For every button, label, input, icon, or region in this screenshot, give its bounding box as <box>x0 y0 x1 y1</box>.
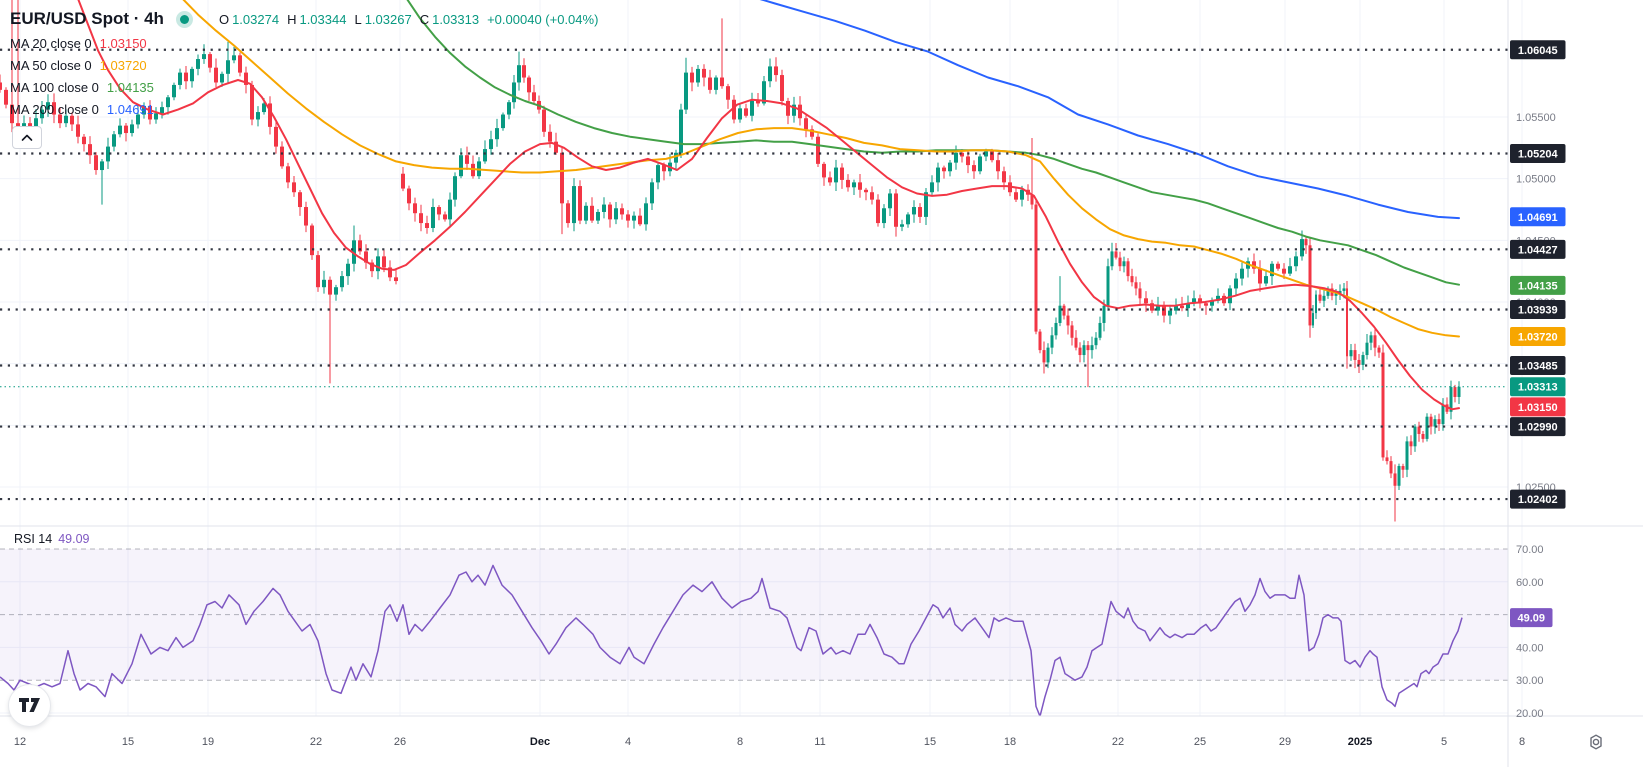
time-tick-15: 15 <box>924 736 936 748</box>
rsi-tick-40.00: 40.00 <box>1516 642 1544 654</box>
price-badge-1.03150: 1.03150 <box>1518 402 1558 414</box>
symbol-title[interactable]: EUR/USD Spot · 4h <box>10 9 164 28</box>
ma-20-legend[interactable]: MA 20 close 0 1.03150 <box>10 32 598 54</box>
legend-panel: EUR/USD Spot · 4h O 1.03274 H 1.03344 L 1.0… <box>10 6 598 149</box>
time-tick-22: 22 <box>1112 736 1124 748</box>
price-badge-bg <box>1510 207 1566 227</box>
ma-20-label: MA 20 close 0 <box>10 35 92 51</box>
time-tick-8: 8 <box>1519 736 1525 748</box>
price-badge-1.03939: 1.03939 <box>1518 305 1558 317</box>
time-tick-5: 5 <box>1441 736 1447 748</box>
gear-icon <box>1590 734 1602 750</box>
price-badge-bg <box>1510 356 1566 376</box>
price-badge-1.04427: 1.04427 <box>1518 244 1558 256</box>
ma-50-line[interactable] <box>180 0 1460 338</box>
ma-100-legend[interactable]: MA 100 close 0 1.04135 <box>10 76 598 98</box>
price-badge-bg <box>1510 40 1566 60</box>
price-badge-1.05204: 1.05204 <box>1518 149 1559 161</box>
ma-50-label: MA 50 close 0 <box>10 57 92 73</box>
time-tick-12: 12 <box>14 736 26 748</box>
rsi-tick-30.00: 30.00 <box>1516 675 1544 687</box>
time-tick-2025: 2025 <box>1348 736 1372 748</box>
gridlines <box>0 0 1523 716</box>
time-tick-18: 18 <box>1004 736 1016 748</box>
price-badge-1.02990: 1.02990 <box>1518 422 1558 434</box>
rsi-tick-20.00: 20.00 <box>1516 708 1544 720</box>
price-badge-bg <box>1510 327 1566 347</box>
time-axis[interactable]: 12 15 19 22 26 Dec 4 8 11 15 18 22 25 29 2025 5 8 <box>14 736 1525 748</box>
ma-20-value: 1.03150 <box>99 35 147 51</box>
time-tick-8: 8 <box>737 736 743 748</box>
rsi-legend[interactable]: RSI 14 49.09 <box>8 531 96 547</box>
price-axis[interactable]: 1.055001.050001.045001.040001.0250070.00… <box>1510 40 1566 720</box>
price-badge-1.04135: 1.04135 <box>1518 280 1558 292</box>
time-tick-22: 22 <box>310 736 322 748</box>
tradingview-logo-icon <box>19 698 40 712</box>
ma-50-legend[interactable]: MA 50 close 0 1.03720 <box>10 54 598 76</box>
chevron-up-icon <box>21 134 33 141</box>
time-tick-25: 25 <box>1194 736 1206 748</box>
time-tick-11: 11 <box>814 736 825 748</box>
price-badge-bg <box>1510 489 1566 509</box>
ma-100-value: 1.04135 <box>106 79 154 95</box>
ma-200-label: MA 200 close 0 <box>10 101 99 117</box>
rsi-tick-60.00: 60.00 <box>1516 577 1544 589</box>
time-tick-19: 19 <box>202 736 214 748</box>
rsi-tick-70.00: 70.00 <box>1516 544 1544 556</box>
price-badge-bg <box>1510 275 1566 295</box>
price-badge-bg <box>1510 144 1566 164</box>
market-status-icon[interactable] <box>179 14 189 24</box>
ma-200-line[interactable] <box>742 0 1460 220</box>
time-tick-4: 4 <box>625 736 631 748</box>
price-badge-1.03720: 1.03720 <box>1518 332 1558 344</box>
ma-100-label: MA 100 close 0 <box>10 79 99 95</box>
rsi-line[interactable] <box>0 564 1463 716</box>
rsi-label: RSI 14 <box>14 532 53 546</box>
price-badge-bg <box>1510 377 1566 397</box>
price-tick-1.05500: 1.05500 <box>1516 112 1556 124</box>
ma-200-legend[interactable]: MA 200 close 0 1.04691 <box>10 98 598 120</box>
ma-50-value: 1.03720 <box>99 57 147 73</box>
price-badge-bg <box>1510 608 1553 628</box>
ma-20-line[interactable] <box>77 0 1460 411</box>
price-badge-bg <box>1510 397 1566 417</box>
candles <box>0 0 1461 522</box>
price-badge-bg <box>1510 417 1566 437</box>
ma-200-value: 1.04691 <box>106 101 154 117</box>
price-levels <box>0 48 1508 501</box>
rsi-value: 49.09 <box>58 532 90 546</box>
price-badge-1.03313: 1.03313 <box>1518 382 1558 394</box>
rsi-band <box>0 548 1508 681</box>
price-badge-bg <box>1510 300 1566 320</box>
time-tick-15: 15 <box>122 736 134 748</box>
price-badge-1.04691: 1.04691 <box>1518 212 1558 224</box>
legend-collapse-button[interactable] <box>12 126 42 149</box>
price-badge-bg <box>1510 239 1566 259</box>
price-badge-1.03485: 1.03485 <box>1518 361 1558 373</box>
time-tick-Dec: Dec <box>530 736 550 748</box>
price-badge-1.02402: 1.02402 <box>1518 494 1558 506</box>
price-tick-1.05000: 1.05000 <box>1516 174 1556 186</box>
price-badge-49.09: 49.09 <box>1517 613 1545 625</box>
axis-settings-gear-icon[interactable] <box>1586 732 1606 752</box>
tradingview-logo[interactable] <box>8 684 51 727</box>
time-tick-26: 26 <box>394 736 406 748</box>
time-tick-29: 29 <box>1279 736 1291 748</box>
price-badge-1.06045: 1.06045 <box>1518 45 1558 57</box>
